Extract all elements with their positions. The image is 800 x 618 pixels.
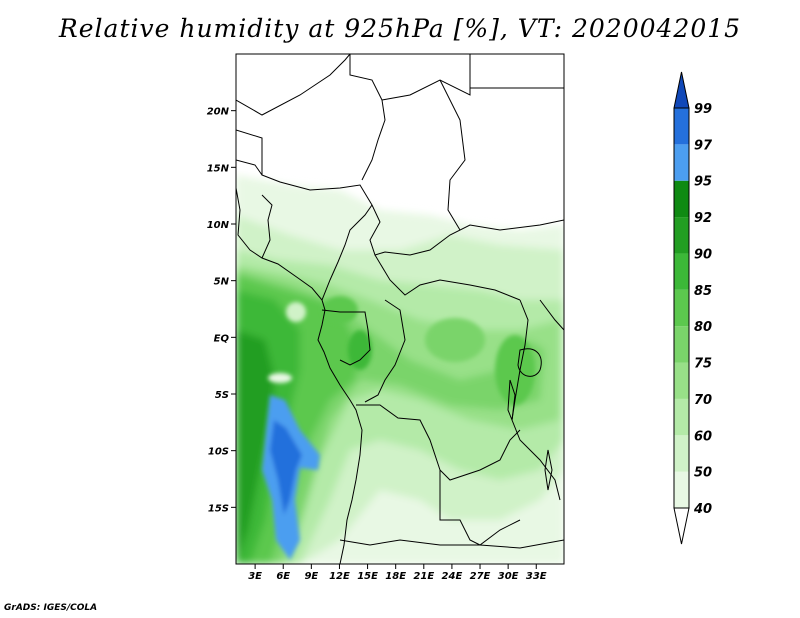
lat-tick-label: EQ (214, 333, 230, 344)
lake-victoria (517, 348, 542, 377)
lat-tick-label: 5N (214, 277, 230, 288)
colorbar-label: 40 (693, 502, 712, 517)
colorbar-label: 60 (694, 429, 712, 444)
lat-tick-label: 5S (215, 390, 229, 401)
colorbar-segment (674, 253, 689, 290)
map-frame (235, 53, 565, 565)
lat-tick-label: 15N (207, 163, 230, 174)
border-chad-libya (349, 54, 386, 181)
lat-tick-label: 10N (207, 220, 230, 231)
colorbar-label: 75 (694, 357, 712, 372)
colorbar-label: 92 (694, 211, 712, 226)
credit-footer: GrADS: IGES/COLA (4, 603, 98, 613)
contour-92 (236, 330, 275, 564)
colorbar-segment (674, 326, 689, 363)
border-congo-drc (364, 299, 406, 403)
lon-tick-label: 24E (442, 571, 463, 582)
lake-tanganyika (507, 379, 516, 421)
border-mali-niger (236, 54, 351, 116)
border-chad-car (439, 79, 466, 231)
lake-malawi (544, 449, 553, 491)
lat-tick-label: 10S (208, 447, 229, 458)
colorbar-segment (674, 398, 689, 436)
country-borders (236, 54, 564, 564)
lon-tick-label: 3E (248, 571, 262, 582)
coastline-west-africa (236, 187, 363, 564)
lon-tick-label: 27E (470, 571, 491, 582)
border-sahel (236, 129, 564, 256)
longitude-axis: 3E 6E 9E 12E 15E 18E 21E 24E 27E 30E 33E (248, 564, 547, 582)
lat-tick-label: 15S (208, 503, 229, 514)
colorbar-segment (674, 217, 689, 254)
border-angola-zambia (439, 470, 521, 546)
colorbar-label: 85 (694, 284, 712, 299)
border-nigeria (261, 194, 273, 259)
lon-tick-label: 18E (385, 571, 406, 582)
colorbar: 40 50 60 70 75 80 85 90 92 95 97 99 (673, 71, 713, 545)
lon-tick-label: 33E (526, 571, 547, 582)
lon-tick-label: 12E (329, 571, 350, 582)
lon-tick-label: 30E (498, 571, 519, 582)
lon-tick-label: 21E (413, 571, 434, 582)
colorbar-label: 99 (694, 102, 712, 117)
border-north (236, 159, 263, 176)
border-cameroon (321, 204, 373, 301)
colorbar-label: 97 (694, 138, 713, 153)
map-title: Relative humidity at 925hPa [%], VT: 202… (58, 14, 742, 43)
colorbar-label: 80 (694, 320, 712, 335)
lon-tick-label: 15E (357, 571, 378, 582)
colorbar-segment (673, 507, 690, 545)
border-gabon (321, 309, 371, 366)
colorbar-label: 90 (694, 247, 712, 262)
colorbar-segment (674, 108, 689, 145)
border-south (339, 539, 564, 549)
colorbar-segment (674, 289, 689, 327)
colorbar-segment (673, 71, 690, 109)
latitude-axis: 20N 15N 10N 5N EQ 5S 10S 15S (207, 107, 236, 514)
lon-tick-label: 6E (276, 571, 290, 582)
colorbar-segment (674, 144, 689, 181)
colorbar-label: 95 (694, 175, 712, 190)
contour-97 (270, 420, 302, 515)
colorbar-label: 70 (694, 393, 712, 408)
border-east-2 (539, 299, 564, 331)
border-car-south (374, 254, 521, 301)
colorbar-label: 50 (694, 466, 712, 481)
colorbar-segment (674, 362, 689, 399)
colorbar-segment (674, 435, 689, 472)
lat-tick-label: 20N (207, 107, 230, 118)
colorbar-segment (674, 180, 689, 218)
lon-tick-label: 9E (304, 571, 318, 582)
colorbar-frame (673, 107, 690, 509)
humidity-field (236, 54, 564, 564)
colorbar-segment (674, 471, 689, 508)
